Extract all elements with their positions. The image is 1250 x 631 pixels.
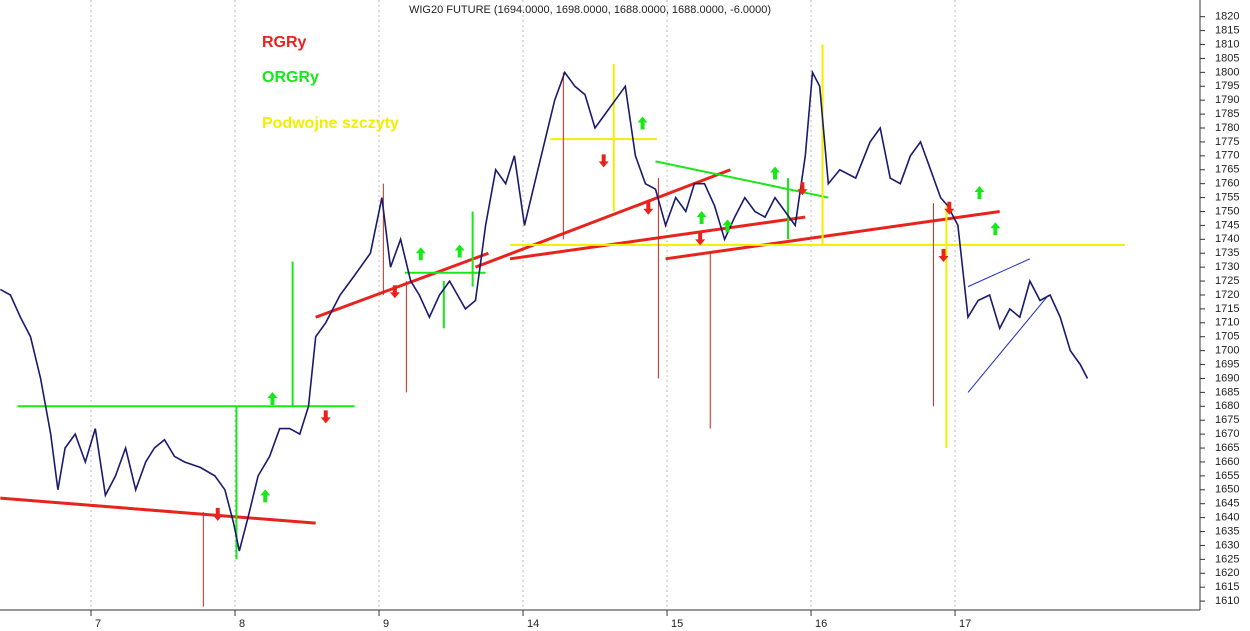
y-tick-label: 1710 [1215, 317, 1239, 329]
y-tick-label: 1715 [1215, 303, 1239, 315]
y-tick-label: 1785 [1215, 108, 1239, 120]
y-tick-label: 1620 [1215, 567, 1239, 579]
signal-arrow [770, 166, 781, 180]
y-tick-label: 1670 [1215, 428, 1239, 440]
y-tick-label: 1730 [1215, 261, 1239, 273]
signal-arrow [938, 249, 949, 263]
x-tick-label: 15 [671, 618, 683, 630]
y-tick-label: 1780 [1215, 122, 1239, 134]
y-tick-label: 1660 [1215, 456, 1239, 468]
y-tick-label: 1755 [1215, 191, 1239, 203]
legend-label: Podwojne szczyty [262, 115, 399, 132]
y-tick-label: 1810 [1215, 38, 1239, 50]
y-tick-label: 1760 [1215, 178, 1239, 190]
chart-title: WIG20 FUTURE (1694.0000, 1698.0000, 1688… [409, 4, 771, 16]
y-tick-label: 1690 [1215, 372, 1239, 384]
y-tick-label: 1705 [1215, 331, 1239, 343]
y-tick-label: 1610 [1215, 595, 1239, 607]
y-tick-label: 1615 [1215, 581, 1239, 593]
signal-arrow [267, 391, 278, 405]
y-tick-label: 1665 [1215, 442, 1239, 454]
trendline [967, 258, 1031, 288]
y-tick-label: 1640 [1215, 512, 1239, 524]
y-tick-label: 1775 [1215, 136, 1239, 148]
x-tick-label: 14 [527, 618, 539, 630]
signal-arrow [695, 232, 706, 246]
signal-arrow [415, 247, 426, 261]
signal-arrow [722, 219, 733, 233]
y-tick-label: 1800 [1215, 66, 1239, 78]
signal-arrow [637, 116, 648, 130]
signal-arrow [990, 222, 1001, 236]
signal-arrow [797, 182, 808, 196]
y-tick-label: 1815 [1215, 25, 1239, 37]
signal-arrow [454, 244, 465, 258]
trendline [665, 210, 1000, 261]
x-tick-label: 16 [815, 618, 827, 630]
y-tick-label: 1770 [1215, 150, 1239, 162]
signal-arrow [389, 285, 400, 299]
signal-arrow [696, 211, 707, 225]
y-tick-label: 1735 [1215, 247, 1239, 259]
y-tick-label: 1695 [1215, 358, 1239, 370]
y-tick-label: 1655 [1215, 470, 1239, 482]
y-tick-label: 1645 [1215, 498, 1239, 510]
y-tick-label: 1650 [1215, 484, 1239, 496]
y-tick-label: 1635 [1215, 525, 1239, 537]
x-tick-label: 9 [383, 618, 389, 630]
signal-arrow [643, 201, 654, 215]
trendline [509, 215, 806, 261]
y-tick-label: 1630 [1215, 539, 1239, 551]
signal-arrow [320, 410, 331, 424]
legend-label: RGRy [262, 34, 307, 51]
signal-arrow [212, 507, 223, 521]
signal-arrow [974, 186, 985, 200]
x-tick-label: 8 [239, 618, 245, 630]
x-tick-label: 17 [959, 618, 971, 630]
trendline [474, 168, 731, 269]
y-tick-label: 1740 [1215, 233, 1239, 245]
legend-label: ORGRy [262, 69, 319, 86]
price-line [0, 69, 1089, 552]
y-tick-label: 1795 [1215, 80, 1239, 92]
trendline [0, 496, 316, 525]
x-tick-label: 7 [95, 618, 101, 630]
y-tick-label: 1680 [1215, 400, 1239, 412]
trendline [315, 251, 489, 319]
signal-arrow [598, 154, 609, 168]
signal-arrow [944, 201, 955, 215]
y-tick-label: 1675 [1215, 414, 1239, 426]
y-tick-label: 1725 [1215, 275, 1239, 287]
y-tick-label: 1805 [1215, 52, 1239, 64]
y-tick-label: 1720 [1215, 289, 1239, 301]
y-tick-label: 1685 [1215, 386, 1239, 398]
y-tick-label: 1790 [1215, 94, 1239, 106]
y-tick-label: 1625 [1215, 553, 1239, 565]
trendline [967, 294, 1050, 393]
signal-arrow [260, 489, 271, 503]
y-tick-label: 1745 [1215, 219, 1239, 231]
y-tick-label: 1750 [1215, 205, 1239, 217]
y-tick-label: 1765 [1215, 164, 1239, 176]
y-tick-label: 1700 [1215, 345, 1239, 357]
y-tick-label: 1820 [1215, 11, 1239, 23]
